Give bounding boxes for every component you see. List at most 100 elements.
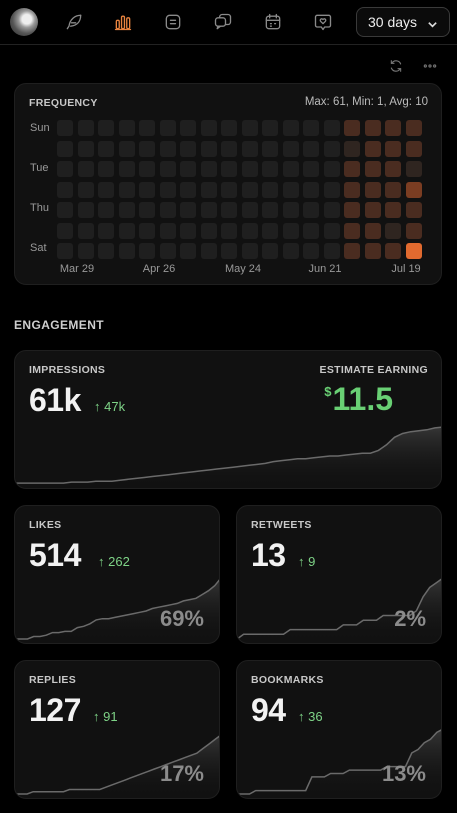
heatmap-cell <box>282 222 299 239</box>
heatmap-cell <box>77 120 94 136</box>
heatmap-cell <box>282 202 299 218</box>
heatmap-cell <box>139 243 155 259</box>
estimate-earning-label: ESTIMATE EARNING <box>319 364 428 376</box>
bookmarks-sparkline <box>237 729 441 798</box>
bookmarks-sparkline-line <box>237 729 441 795</box>
heatmap-cell <box>221 181 237 198</box>
heatmap-cell <box>364 243 381 259</box>
month-label: Apr 26 <box>142 263 176 275</box>
heatmap-cell <box>323 222 340 239</box>
month-label: Mar 29 <box>59 263 95 275</box>
heatmap-cell <box>98 243 114 259</box>
heatmap-cell <box>282 243 299 259</box>
user-avatar[interactable] <box>10 8 38 36</box>
heatmap-cell <box>57 202 73 218</box>
heatmap-cell <box>405 243 422 259</box>
heatmap-cell <box>344 181 360 198</box>
heatmap-cell <box>364 161 381 177</box>
feather-icon[interactable] <box>63 11 85 33</box>
impressions-sparkline-line <box>15 426 441 484</box>
heatmap-cell <box>385 222 401 239</box>
heatmap-cell <box>323 243 340 259</box>
heatmap-cell <box>180 161 196 177</box>
calendar-icon[interactable] <box>262 11 284 33</box>
heatmap-cell <box>262 202 278 218</box>
heatmap-cell <box>77 202 94 218</box>
heatmap-cell <box>159 202 176 218</box>
heatmap-cell <box>241 181 258 198</box>
heatmap-cell <box>98 181 114 198</box>
heatmap-cell <box>118 243 135 259</box>
heatmap-cell <box>385 120 401 136</box>
heatmap-cell <box>139 140 155 157</box>
heatmap-cell <box>303 202 319 218</box>
heatmap-cell <box>385 202 401 218</box>
heatmap-cell <box>98 140 114 157</box>
currency-symbol: $ <box>324 384 332 399</box>
retweets-sparkline-area <box>237 579 441 643</box>
date-range-select[interactable]: 30 days <box>356 7 450 37</box>
heatmap-cell <box>118 222 135 239</box>
heatmap-cell <box>159 140 176 157</box>
heatmap-cell <box>180 140 196 157</box>
replies-delta: ↑ 91 <box>93 709 118 724</box>
frequency-stats: Max: 61, Min: 1, Avg: 10 <box>304 96 428 108</box>
likes-sparkline <box>15 579 219 643</box>
chat-bubbles-icon[interactable] <box>212 11 234 33</box>
top-nav: 30 days <box>0 0 457 45</box>
heatmap-cell <box>139 161 155 177</box>
heatmap-cell <box>180 120 196 136</box>
heatmap-cell <box>159 222 176 239</box>
heatmap-cell <box>282 120 299 136</box>
heatmap-cell <box>303 120 319 136</box>
impressions-label: IMPRESSIONS <box>29 364 106 376</box>
heatmap-cell <box>344 202 360 218</box>
heatmap-cell <box>159 243 176 259</box>
bar-chart-icon[interactable] <box>112 11 134 33</box>
frequency-title: FREQUENCY <box>29 97 98 109</box>
bookmarks-value: 94 <box>251 692 286 728</box>
heatmap-cell <box>221 140 237 157</box>
heatmap-cell <box>364 202 381 218</box>
heatmap-cell <box>200 140 217 157</box>
retweets-value: 13 <box>251 537 286 573</box>
heatmap-cell <box>241 120 258 136</box>
document-list-icon[interactable] <box>162 11 184 33</box>
heatmap-cell <box>180 202 196 218</box>
heatmap-cell <box>57 243 73 259</box>
bookmarks-sparkline-area <box>237 730 441 798</box>
likes-delta: ↑ 262 <box>98 554 130 569</box>
replies-value: 127 <box>29 692 81 728</box>
heatmap-cell <box>262 161 278 177</box>
retweets-sparkline-line <box>237 578 441 640</box>
heatmap-cell <box>57 222 73 239</box>
likes-sparkline-area <box>15 580 219 643</box>
heatmap-cell <box>221 222 237 239</box>
refresh-icon[interactable] <box>387 57 405 75</box>
heatmap-cell <box>323 140 340 157</box>
replies-percent: 17% <box>159 761 204 786</box>
heatmap-cell <box>98 222 114 239</box>
bookmarks-percent: 13% <box>381 761 426 786</box>
likes-label: LIKES <box>29 519 62 531</box>
heatmap-cell <box>200 181 217 198</box>
frequency-card: FREQUENCY Max: 61, Min: 1, Avg: 10 Sun T… <box>14 83 442 285</box>
heatmap-cell <box>139 202 155 218</box>
estimate-earning-value: $11.5 <box>324 381 393 418</box>
heatmap-cell <box>221 161 237 177</box>
heart-message-icon[interactable] <box>312 11 334 33</box>
heatmap-cell <box>405 222 422 239</box>
heatmap-cell <box>405 202 422 218</box>
retweets-label: RETWEETS <box>251 519 312 531</box>
heatmap-cell <box>385 181 401 198</box>
heatmap-cell <box>200 161 217 177</box>
month-label: Jun 21 <box>308 263 342 275</box>
heatmap-cell <box>262 181 278 198</box>
bookmarks-card: BOOKMARKS 94 ↑ 36 13% <box>236 660 442 799</box>
heatmap-cell <box>323 161 340 177</box>
more-horizontal-icon[interactable] <box>421 57 439 75</box>
heatmap-cell <box>405 120 422 136</box>
retweets-percent: 2% <box>394 606 426 631</box>
date-range-label: 30 days <box>368 14 418 30</box>
heatmap-cell <box>303 161 319 177</box>
